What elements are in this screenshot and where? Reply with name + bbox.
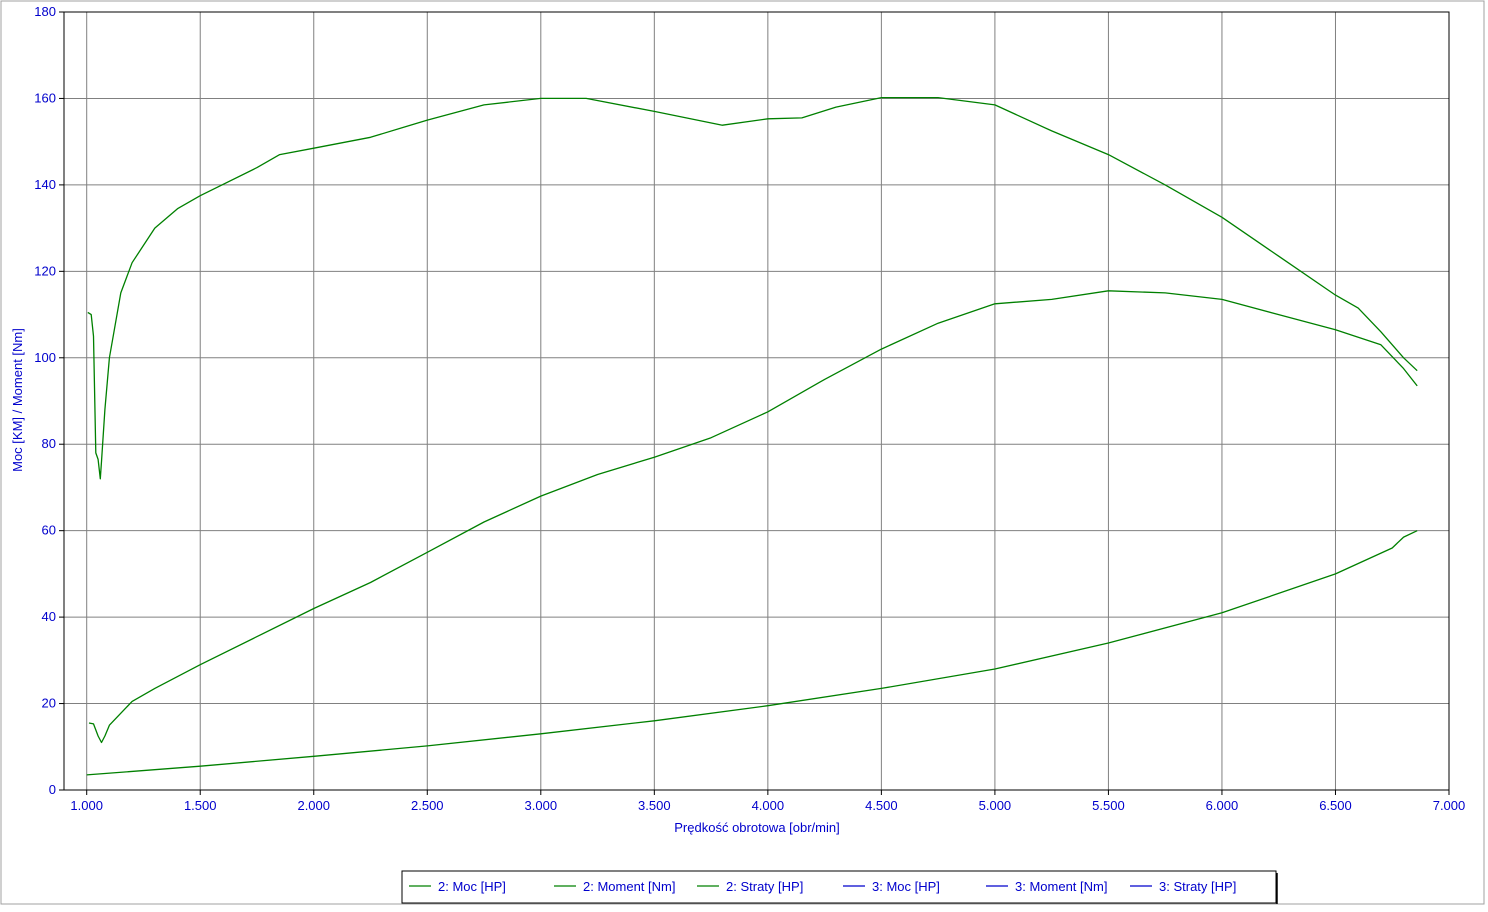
x-tick-label: 2.000: [297, 798, 330, 813]
x-tick-label: 4.000: [752, 798, 785, 813]
y-axis-title: Moc [KM] / Moment [Nm]: [10, 328, 25, 472]
y-tick-label: 80: [42, 436, 56, 451]
x-tick-label: 3.500: [638, 798, 671, 813]
x-tick-label: 6.000: [1206, 798, 1239, 813]
grid-layer: [64, 11, 1450, 791]
x-tick-label: 3.000: [525, 798, 558, 813]
series-layer: [86, 96, 1418, 776]
axis-layer: 1.000 1.500 2.000 2.500 3.000 3.500 4.000 4.500…: [34, 4, 1465, 813]
x-tick-label: 1.000: [70, 798, 103, 813]
y-tick-label: 140: [34, 177, 56, 192]
legend-box: [401, 870, 1277, 904]
series-line-2: [87, 96, 1418, 480]
x-tick-label: 5.500: [1092, 798, 1125, 813]
y-tick-label: 40: [42, 609, 56, 624]
x-tick-label: 4.500: [865, 798, 898, 813]
legend-label-5: 3: Moment [Nm]: [1015, 879, 1107, 894]
y-tick-label: 160: [34, 90, 56, 105]
legend: 2: Moc [HP] 2: Moment [Nm] 2: Straty [HP] 3…: [401, 870, 1278, 904]
legend-label-2: 2: Moment [Nm]: [583, 879, 675, 894]
legend-label-6: 3: Straty [HP]: [1159, 879, 1236, 894]
series-line-3: [86, 530, 1418, 776]
x-tick-label: 6.500: [1319, 798, 1352, 813]
plot-frame: [63, 11, 1450, 791]
y-tick-label: 120: [34, 263, 56, 278]
x-tick-label: 2.500: [411, 798, 444, 813]
plot-area: [64, 12, 1449, 790]
y-tick-label: 180: [34, 4, 56, 19]
x-axis-title: Prędkość obrotowa [obr/min]: [674, 820, 839, 835]
x-tick-label: 7.000: [1433, 798, 1466, 813]
legend-label-3: 2: Straty [HP]: [726, 879, 803, 894]
y-tick-label: 100: [34, 350, 56, 365]
legend-label-4: 3: Moc [HP]: [872, 879, 940, 894]
x-tick-label: 1.500: [184, 798, 217, 813]
legend-label-1: 2: Moc [HP]: [438, 879, 506, 894]
y-tick-label: 20: [42, 696, 56, 711]
y-tick-label: 0: [49, 782, 56, 797]
x-tick-label: 5.000: [979, 798, 1012, 813]
legend-items: 2: Moc [HP] 2: Moment [Nm] 2: Straty [HP] 3…: [409, 879, 1236, 894]
series-line-1: [88, 290, 1418, 744]
y-tick-label: 60: [42, 523, 56, 538]
